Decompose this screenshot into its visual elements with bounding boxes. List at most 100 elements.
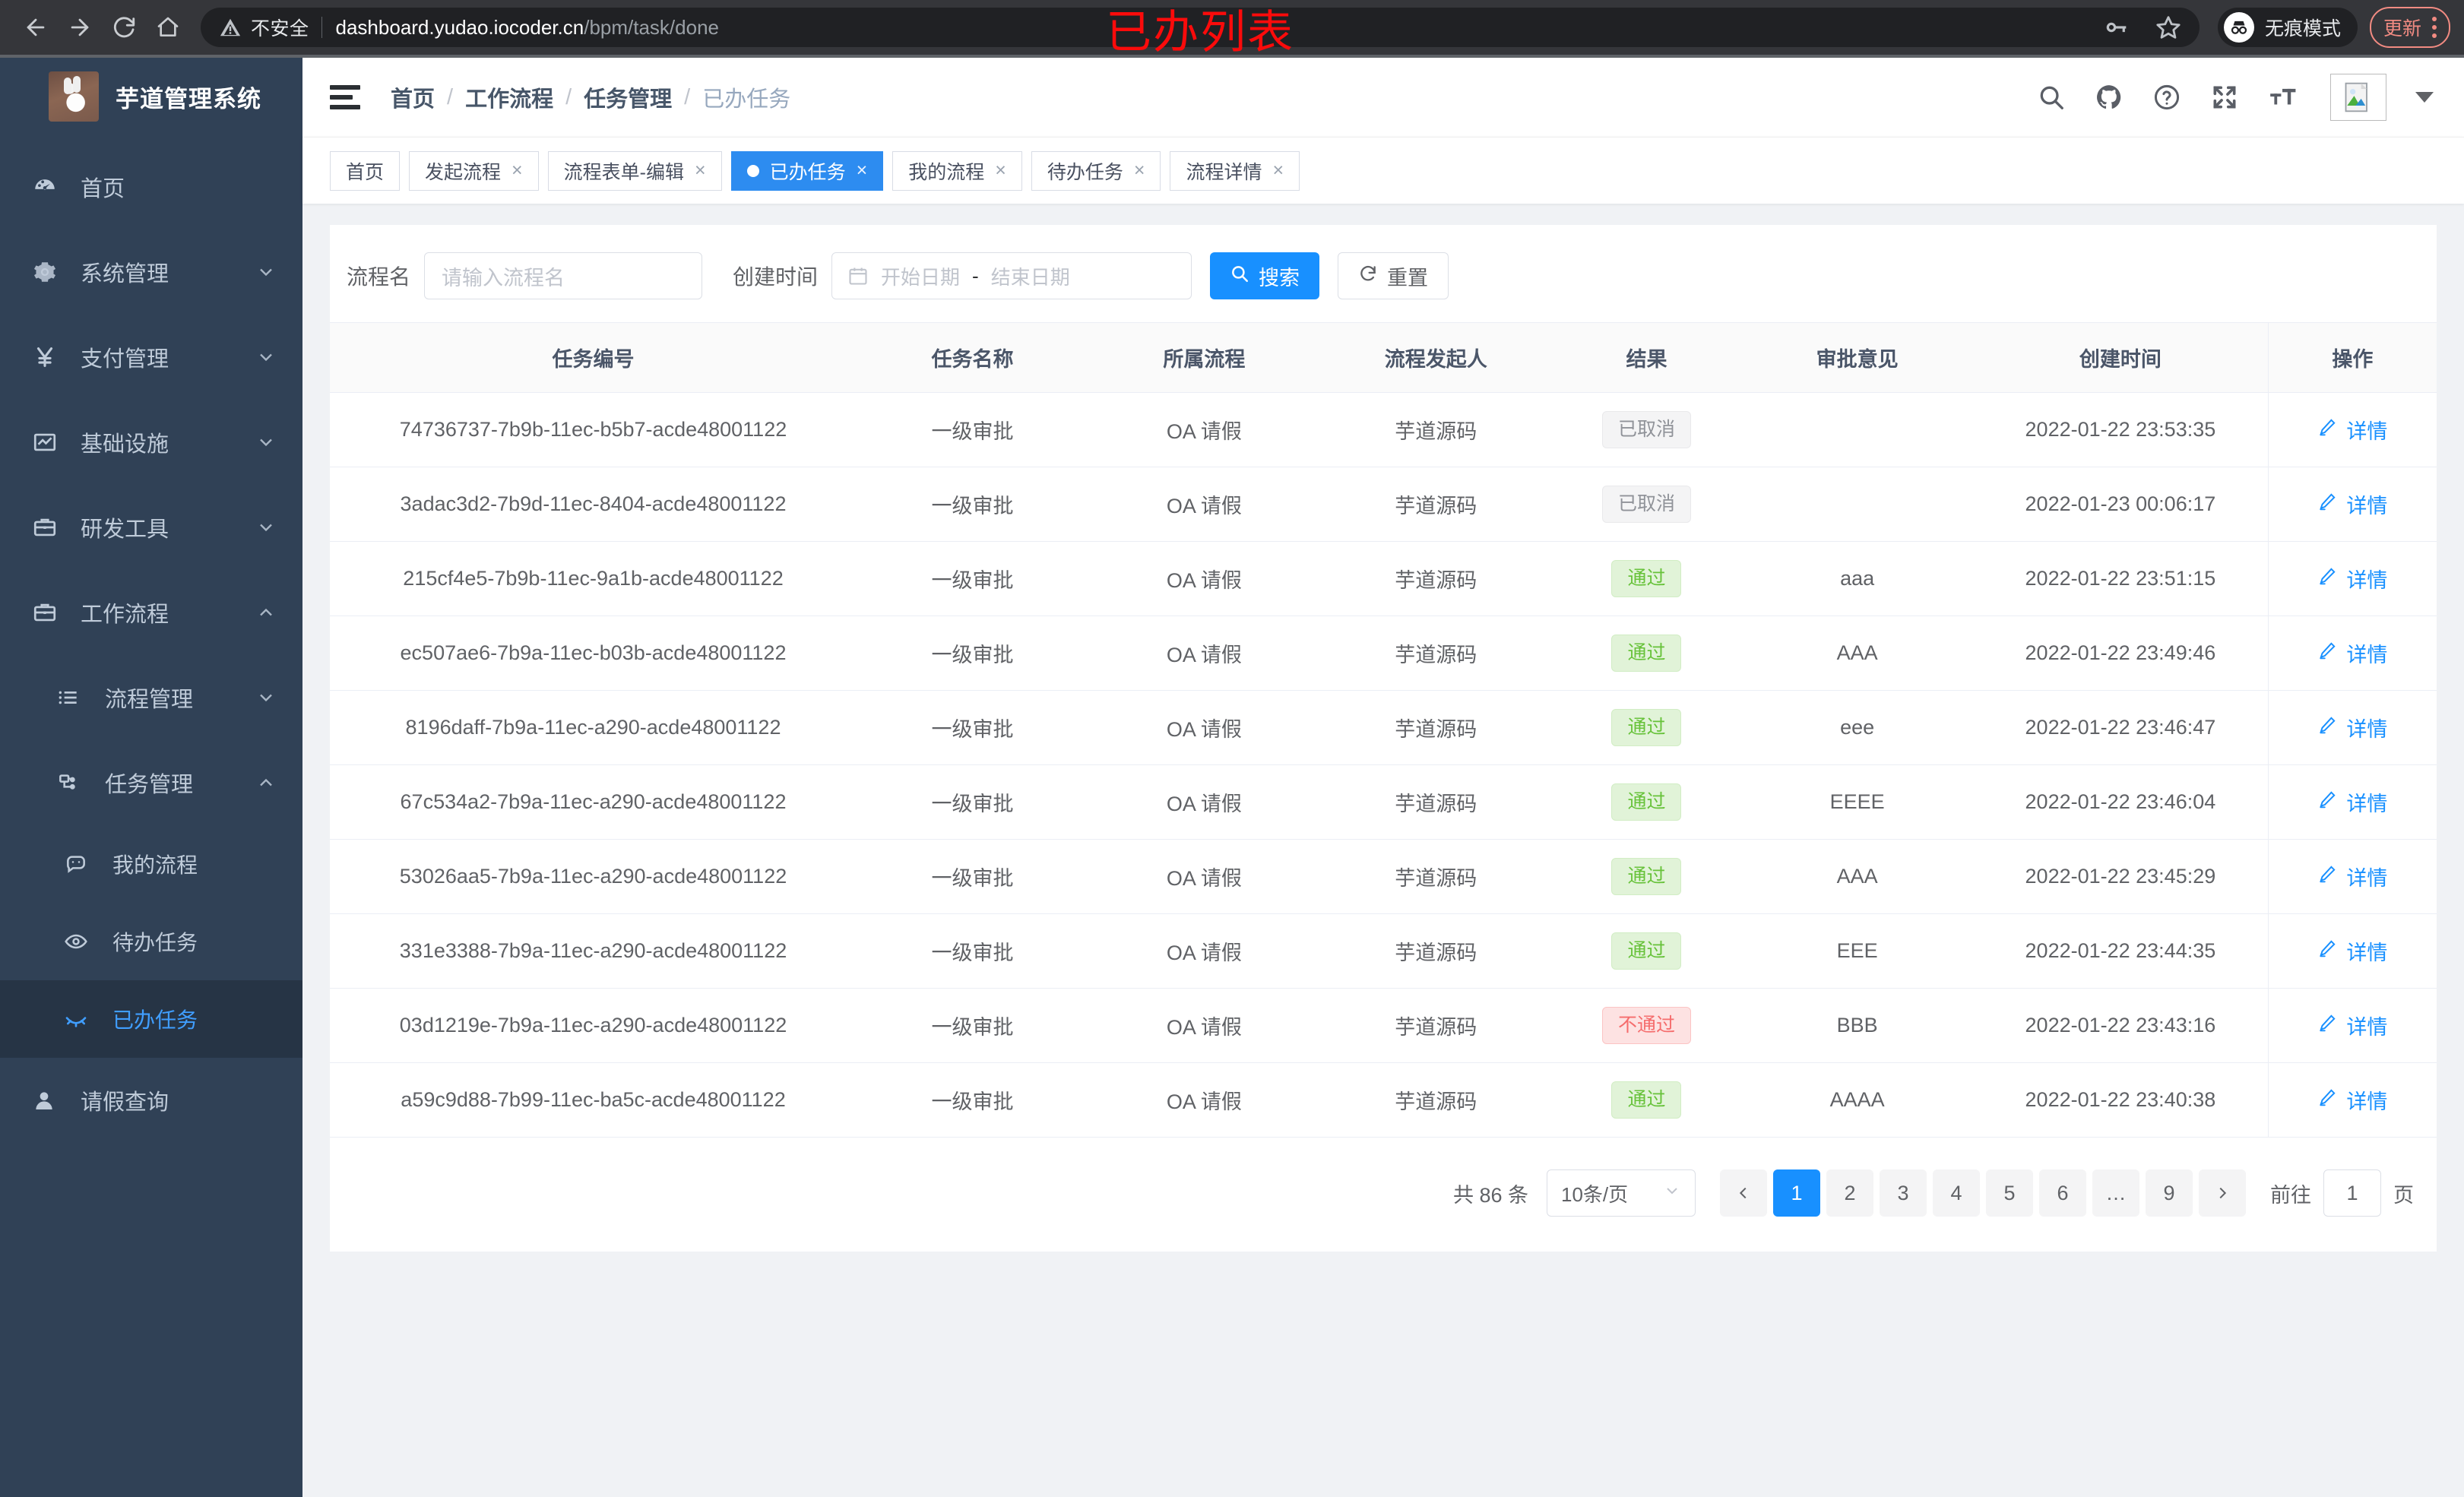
- main-area: 首页 / 工作流程 / 任务管理 / 已办任务: [302, 58, 2464, 1497]
- caret-down-icon[interactable]: [2415, 92, 2434, 103]
- cell-result: 已取消: [1551, 392, 1742, 467]
- detail-button[interactable]: 详情: [2317, 862, 2387, 891]
- close-icon[interactable]: ×: [511, 160, 523, 181]
- tab-label: 流程详情: [1186, 161, 1262, 183]
- column-header-result: 结果: [1551, 322, 1742, 393]
- search-button[interactable]: 搜索: [1210, 252, 1320, 299]
- goto-page-input[interactable]: 1: [2323, 1169, 2381, 1217]
- process-name-input[interactable]: 请输入流程名: [424, 252, 703, 299]
- star-icon[interactable]: [2155, 14, 2181, 40]
- sidebar-item-workflow[interactable]: 工作流程: [0, 570, 302, 655]
- address-bar[interactable]: 不安全 dashboard.yudao.iocoder.cn/bpm/task/…: [201, 8, 2200, 47]
- brand[interactable]: 芋道管理系统: [0, 58, 302, 135]
- page-button[interactable]: 1: [1773, 1169, 1820, 1217]
- github-icon[interactable]: [2095, 83, 2124, 112]
- tab-home[interactable]: 首页: [330, 150, 401, 191]
- page-button[interactable]: 5: [1986, 1169, 2033, 1217]
- done-tasks-table: 任务编号 任务名称 所属流程 流程发起人 结果 审批意见 创建时间 操作 747…: [330, 322, 2437, 1138]
- top-navbar: 首页 / 工作流程 / 任务管理 / 已办任务: [302, 58, 2464, 137]
- eye-off-icon: [64, 1007, 112, 1031]
- page-button[interactable]: 6: [2039, 1169, 2086, 1217]
- next-page-button[interactable]: [2199, 1169, 2246, 1217]
- close-icon[interactable]: ×: [694, 160, 706, 181]
- help-icon[interactable]: [2152, 83, 2181, 112]
- insecure-label: 不安全: [251, 18, 309, 40]
- detail-button[interactable]: 详情: [2317, 713, 2387, 742]
- home-icon[interactable]: [146, 5, 190, 49]
- avatar[interactable]: [2330, 74, 2386, 121]
- sidebar-item-todo-tasks[interactable]: 待办任务: [0, 903, 302, 980]
- page-size-select[interactable]: 10条/页: [1547, 1169, 1696, 1217]
- close-icon[interactable]: ×: [1133, 160, 1145, 181]
- content-card: 流程名 请输入流程名 创建时间 开始日期 - 结束日期: [330, 225, 2437, 1252]
- sidebar-item-home[interactable]: 首页: [0, 144, 302, 229]
- tab-label: 已办任务: [769, 161, 846, 183]
- cell-task-name: 一级审批: [857, 988, 1088, 1063]
- key-icon[interactable]: [2104, 15, 2128, 40]
- close-icon[interactable]: ×: [856, 160, 868, 181]
- edit-icon: [2317, 641, 2337, 666]
- sidebar-item-payment[interactable]: 支付管理: [0, 315, 302, 400]
- chevron-down-icon: [255, 261, 277, 283]
- cell-task-id: 3adac3d2-7b9d-11ec-8404-acde48001122: [330, 467, 857, 542]
- detail-button[interactable]: 详情: [2317, 638, 2387, 668]
- detail-button[interactable]: 详情: [2317, 415, 2387, 445]
- sidebar-item-done-tasks[interactable]: 已办任务: [0, 980, 302, 1058]
- sidebar-item-infrastructure[interactable]: 基础设施: [0, 400, 302, 485]
- forward-icon[interactable]: [58, 5, 102, 49]
- detail-button[interactable]: 详情: [2317, 787, 2387, 817]
- reload-icon[interactable]: [102, 5, 146, 49]
- prev-page-button[interactable]: [1720, 1169, 1767, 1217]
- calendar-icon: [847, 265, 869, 286]
- chevron-down-icon: [255, 347, 277, 368]
- detail-button[interactable]: 详情: [2317, 936, 2387, 966]
- close-icon[interactable]: ×: [1272, 160, 1284, 181]
- status-badge: 通过: [1611, 559, 1682, 598]
- breadcrumb-item[interactable]: 首页: [391, 87, 435, 112]
- reset-button[interactable]: 重置: [1338, 252, 1449, 299]
- page-button[interactable]: 4: [1933, 1169, 1980, 1217]
- tab-done-tasks[interactable]: 已办任务 ×: [730, 150, 884, 191]
- close-icon[interactable]: ×: [995, 160, 1006, 181]
- detail-button[interactable]: 详情: [2317, 489, 2387, 519]
- sidebar-item-process-management[interactable]: 流程管理: [0, 655, 302, 740]
- page-button[interactable]: 3: [1880, 1169, 1927, 1217]
- font-size-icon[interactable]: [2268, 83, 2297, 112]
- sidebar-item-task-management[interactable]: 任务管理: [0, 740, 302, 825]
- cell-starter: 芋道源码: [1319, 467, 1552, 542]
- hamburger-icon[interactable]: [330, 85, 360, 109]
- page-ellipsis[interactable]: …: [2092, 1169, 2139, 1217]
- tab-process-detail[interactable]: 流程详情 ×: [1170, 150, 1300, 191]
- kebab-menu-icon[interactable]: [2432, 17, 2437, 38]
- tab-process-form-edit[interactable]: 流程表单-编辑 ×: [547, 150, 722, 191]
- tab-my-process[interactable]: 我的流程 ×: [892, 150, 1022, 191]
- cell-process: OA 请假: [1088, 764, 1320, 840]
- page-button[interactable]: 2: [1826, 1169, 1873, 1217]
- sidebar-item-leave-query[interactable]: 请假查询: [0, 1058, 302, 1143]
- sidebar-item-devtools[interactable]: 研发工具: [0, 485, 302, 570]
- tab-todo-tasks[interactable]: 待办任务 ×: [1031, 150, 1161, 191]
- sidebar-item-system[interactable]: 系统管理: [0, 229, 302, 315]
- update-label: 更新: [2383, 18, 2421, 40]
- search-button-label: 搜索: [1259, 266, 1300, 290]
- detail-button[interactable]: 详情: [2317, 1011, 2387, 1040]
- create-time-range[interactable]: 开始日期 - 结束日期: [831, 252, 1192, 299]
- breadcrumb-item[interactable]: 工作流程: [465, 87, 554, 112]
- sidebar-item-label: 工作流程: [81, 603, 169, 627]
- back-icon[interactable]: [14, 5, 58, 49]
- breadcrumb-item[interactable]: 任务管理: [584, 87, 673, 112]
- cell-result: 已取消: [1551, 467, 1742, 542]
- sidebar-item-my-process[interactable]: 我的流程: [0, 825, 302, 903]
- incognito-chip[interactable]: 无痕模式: [2217, 8, 2358, 47]
- detail-button[interactable]: 详情: [2317, 564, 2387, 593]
- cell-process: OA 请假: [1088, 467, 1320, 542]
- page-button[interactable]: 9: [2146, 1169, 2193, 1217]
- search-icon[interactable]: [2037, 83, 2066, 112]
- tab-start-process[interactable]: 发起流程 ×: [409, 150, 539, 191]
- update-chip[interactable]: 更新: [2369, 7, 2450, 48]
- detail-button[interactable]: 详情: [2317, 1085, 2387, 1115]
- omnibox-divider: [321, 17, 322, 38]
- brand-title: 芋道管理系统: [116, 85, 261, 112]
- fullscreen-icon[interactable]: [2210, 83, 2239, 112]
- column-header-operation: 操作: [2267, 322, 2437, 393]
